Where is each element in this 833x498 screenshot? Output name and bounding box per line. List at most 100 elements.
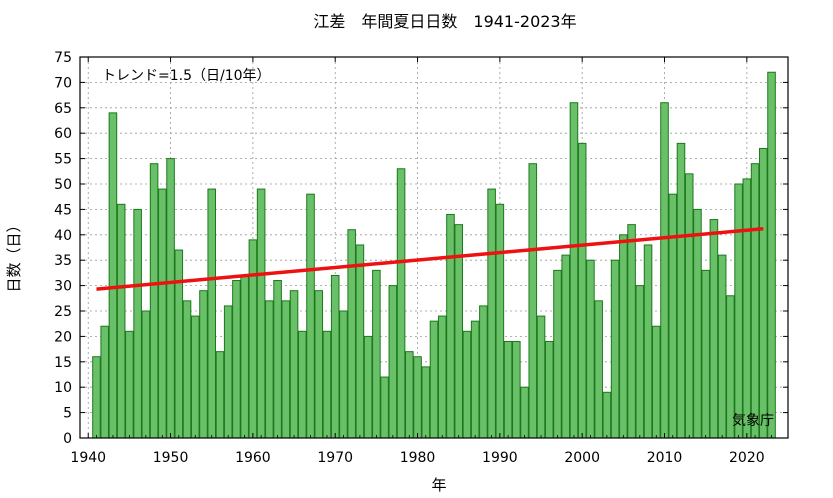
bar: [281, 300, 291, 439]
bar: [347, 229, 356, 439]
y-tick-label: 45: [54, 202, 72, 218]
y-tick-label: 50: [54, 177, 72, 193]
bar: [627, 224, 636, 439]
bar: [446, 213, 455, 439]
bar: [709, 219, 719, 439]
bar: [759, 147, 768, 439]
bar: [528, 163, 538, 439]
bar: [544, 340, 554, 439]
bar: [141, 310, 151, 439]
bar: [149, 163, 159, 439]
x-tick-label: 1990: [482, 450, 518, 466]
bar: [339, 310, 348, 439]
x-tick-label: 1960: [235, 450, 271, 466]
bar: [158, 188, 167, 439]
x-tick-label: 2020: [729, 450, 765, 466]
y-tick-label: 55: [54, 152, 72, 168]
bar: [108, 112, 118, 439]
x-axis-label: 年: [431, 476, 446, 494]
bar: [372, 269, 381, 439]
x-tick-label: 1950: [153, 450, 189, 466]
bar: [462, 330, 472, 439]
y-tick-label: 65: [54, 101, 72, 117]
bar: [479, 305, 488, 439]
bar: [166, 158, 175, 439]
bar: [380, 376, 389, 439]
bar: [232, 280, 241, 439]
y-tick-label: 15: [54, 355, 72, 371]
bar: [635, 285, 645, 439]
x-tick-label: 2000: [564, 450, 600, 466]
bar: [577, 142, 587, 439]
bar: [602, 391, 612, 439]
y-tick-label: 70: [54, 75, 72, 91]
x-tick-label: 2010: [647, 450, 683, 466]
bar: [701, 269, 710, 439]
bar: [125, 330, 134, 439]
bar: [586, 259, 595, 439]
bar: [684, 173, 694, 439]
y-tick-label: 25: [54, 304, 72, 320]
bar: [676, 142, 686, 439]
plot-frame: [79, 56, 789, 439]
bar: [569, 102, 579, 439]
bar: [421, 366, 431, 439]
bar: [561, 254, 571, 439]
bar: [668, 193, 678, 439]
source-label: 気象庁: [732, 413, 774, 429]
bar: [594, 300, 603, 439]
tick-labels: 0 5 10 15 20 25 30 35 40 45 50 55 60 65 70 75 1940 1950 19…: [54, 50, 764, 466]
y-tick-label: 10: [54, 380, 72, 396]
bar: [116, 203, 126, 439]
bar: [215, 351, 225, 439]
x-tick-label: 1940: [70, 450, 106, 466]
bar: [207, 188, 217, 439]
bar: [717, 254, 727, 439]
bar: [553, 269, 562, 439]
bar: [223, 305, 233, 439]
bar: [199, 290, 208, 439]
bar: [388, 285, 398, 439]
x-tick-label: 1980: [400, 450, 436, 466]
bar: [355, 244, 365, 439]
bar: [190, 315, 200, 439]
bar: [330, 274, 340, 439]
bar: [100, 325, 109, 439]
bar: [495, 203, 505, 439]
trend-annotation: トレンド=1.5（日/10年）: [102, 68, 271, 84]
bar: [660, 102, 669, 439]
bar: [133, 208, 142, 439]
y-tick-label: 30: [54, 279, 72, 295]
bar: [174, 249, 184, 439]
bar: [273, 280, 282, 439]
bar: [297, 330, 307, 439]
bar: [651, 325, 661, 439]
bar: [248, 239, 258, 439]
y-tick-label: 40: [54, 228, 72, 244]
bar: [643, 244, 653, 439]
bar: [437, 315, 447, 439]
axis-ticks: [79, 56, 789, 439]
y-tick-label: 75: [54, 50, 72, 66]
y-axis-label: 日数（日）: [5, 217, 23, 292]
bar: [256, 188, 266, 439]
bar: [767, 71, 776, 439]
bar: [322, 330, 332, 439]
bar: [536, 315, 546, 439]
bar: [182, 300, 192, 439]
bar: [265, 300, 274, 439]
bar: [306, 193, 315, 439]
bar: [503, 340, 513, 439]
bar: [742, 178, 752, 439]
bar: [520, 386, 529, 439]
bar: [470, 320, 480, 439]
bar: [487, 188, 496, 439]
y-tick-label: 60: [54, 126, 72, 142]
trend-line: [96, 226, 764, 291]
bar: [405, 351, 414, 439]
bar: [512, 340, 521, 439]
bar: [693, 208, 702, 439]
bar: [610, 259, 620, 439]
bars: [92, 71, 776, 439]
bar: [619, 234, 628, 439]
